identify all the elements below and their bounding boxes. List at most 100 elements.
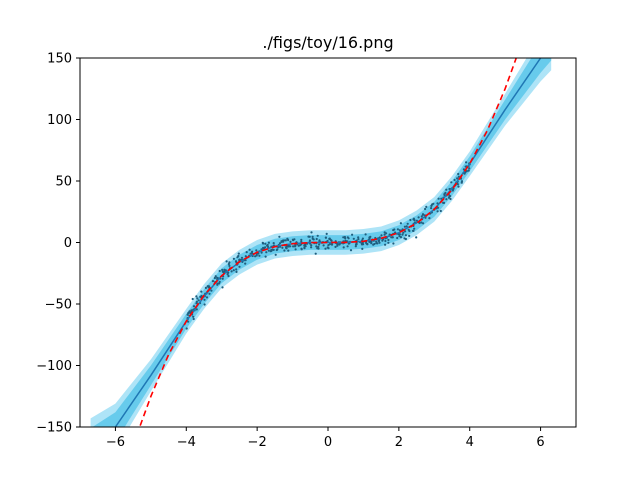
observation-point (421, 213, 425, 216)
observation-point (420, 215, 423, 218)
observation-point (310, 244, 313, 247)
observation-point (398, 229, 401, 232)
observation-point (278, 242, 282, 245)
observation-point (436, 210, 439, 213)
observation-point (310, 246, 313, 249)
y-tick-label: −100 (36, 359, 72, 374)
observation-point (205, 296, 209, 299)
observation-point (322, 244, 325, 247)
observation-point (399, 236, 403, 239)
observation-point (396, 228, 399, 231)
observation-point (375, 242, 378, 245)
observation-point (449, 197, 452, 201)
observation-point (460, 180, 464, 183)
x-tick-label: 2 (395, 435, 403, 450)
observation-point (204, 286, 207, 289)
observation-point (404, 230, 407, 233)
observation-point (432, 202, 435, 205)
observation-point (245, 251, 248, 254)
observation-point (430, 207, 433, 210)
observation-point (393, 228, 396, 231)
observation-point (361, 237, 364, 240)
x-tick-label: −6 (106, 435, 125, 450)
observation-point (342, 246, 345, 249)
observation-point (439, 209, 442, 213)
observation-point (230, 270, 233, 273)
observation-point (398, 233, 401, 236)
observation-point (221, 277, 224, 280)
observation-point (197, 299, 200, 302)
observation-point (329, 238, 332, 241)
observation-point (362, 243, 365, 246)
observation-point (264, 242, 267, 245)
observation-point (411, 229, 415, 232)
observation-point (324, 247, 327, 250)
observation-point (208, 292, 211, 295)
observation-point (415, 236, 418, 239)
observation-point (293, 245, 297, 248)
observation-point (445, 188, 448, 191)
observation-point (450, 181, 453, 184)
observation-point (236, 256, 239, 259)
x-tick-label: 6 (536, 435, 544, 450)
observation-point (349, 249, 353, 252)
observation-point (325, 232, 328, 235)
observation-point (468, 167, 471, 170)
observation-point (437, 197, 440, 200)
observation-point (407, 228, 410, 231)
observation-point (378, 236, 381, 239)
observation-point (203, 298, 206, 301)
observation-point (405, 225, 408, 228)
observation-point (270, 249, 273, 252)
observation-point (195, 308, 198, 311)
observation-point (235, 270, 238, 273)
observation-point (277, 246, 280, 249)
observation-point (465, 161, 468, 164)
observation-point (255, 249, 258, 252)
y-tick-label: 0 (64, 236, 72, 251)
observation-point (324, 236, 327, 239)
observation-point (235, 268, 238, 271)
observation-point (227, 274, 230, 278)
observation-point (274, 253, 277, 256)
observation-point (287, 249, 290, 252)
observation-point (383, 231, 386, 234)
observation-point (192, 315, 195, 318)
observation-point (401, 233, 404, 236)
observation-point (413, 227, 416, 230)
observation-point (351, 233, 354, 236)
observation-point (216, 276, 219, 279)
observation-point (280, 240, 283, 243)
observation-point (226, 273, 229, 276)
observation-point (192, 305, 196, 308)
observation-point (238, 265, 241, 268)
observation-point (344, 239, 347, 243)
observation-point (409, 218, 412, 222)
observation-point (225, 260, 228, 263)
observation-point (314, 252, 317, 255)
observation-point (347, 237, 350, 240)
observation-point (244, 255, 247, 258)
observation-point (364, 233, 367, 236)
observation-point (387, 238, 390, 242)
y-axis: −150 −100 −50 0 50 100 150 (36, 52, 80, 436)
observation-point (281, 246, 284, 249)
observation-point (203, 303, 206, 306)
true-function-line (139, 58, 517, 426)
observation-point (445, 198, 448, 201)
observation-point (192, 317, 195, 321)
observation-point (311, 235, 314, 238)
observation-point (248, 248, 251, 251)
observation-point (200, 290, 203, 293)
observation-point (377, 240, 380, 243)
observation-point (244, 262, 247, 265)
observation-point (289, 240, 292, 243)
chart-title: ./figs/toy/16.png (262, 33, 393, 52)
y-tick-label: 100 (47, 113, 72, 128)
observation-point (390, 236, 393, 239)
observation-point (403, 225, 406, 228)
observation-point (327, 247, 330, 250)
observation-point (304, 243, 307, 246)
observation-point (413, 219, 416, 222)
